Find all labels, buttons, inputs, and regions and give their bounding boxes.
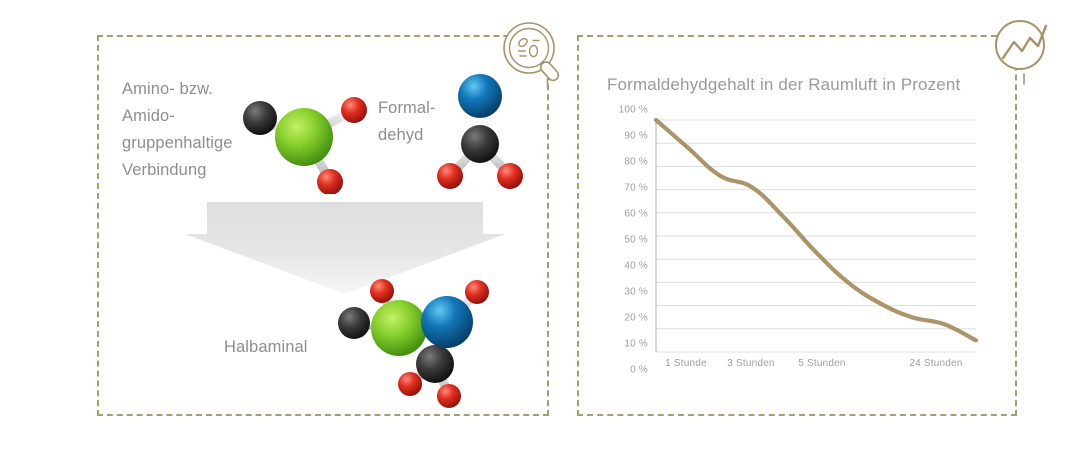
label-amino-line-1: Amino- bzw. xyxy=(122,80,213,98)
y-tick-0: 0 % xyxy=(630,364,648,376)
chart-gridlines xyxy=(656,119,976,353)
molecule-halbaminal xyxy=(325,272,515,408)
y-tick-40: 40 % xyxy=(624,260,648,272)
y-tick-60: 60 % xyxy=(624,208,648,220)
chart-plot-area xyxy=(653,117,979,353)
chart-series-line xyxy=(653,117,979,343)
label-amino-line-2: Amido- xyxy=(122,107,175,125)
y-tick-30: 30 % xyxy=(624,286,648,298)
panel-reaction-scheme xyxy=(97,35,549,416)
magnifier-molecule-icon xyxy=(498,18,570,90)
label-amino-line-4: Verbindung xyxy=(122,161,207,179)
line-chart-circle-icon xyxy=(988,14,1060,86)
y-tick-70: 70 % xyxy=(624,182,648,194)
chart-y-axis: 100 % 90 % 80 % 70 % 60 % 50 % 40 % 30 %… xyxy=(600,105,648,376)
panel-chart xyxy=(577,35,1017,416)
chart-title: Formaldehydgehalt in der Raumluft in Pro… xyxy=(607,75,961,94)
y-tick-10: 10 % xyxy=(624,338,648,350)
y-tick-80: 80 % xyxy=(624,156,648,168)
x-tick-1-stunde: 1 Stunde xyxy=(665,358,707,369)
molecule-amino-compound xyxy=(232,82,372,195)
y-tick-20: 20 % xyxy=(624,312,648,324)
label-formaldehyde: Formal- dehyd xyxy=(378,95,468,149)
x-tick-5-stunden: 5 Stunden xyxy=(798,358,846,369)
x-tick-3-stunden: 3 Stunden xyxy=(727,358,775,369)
label-formaldehyde-line-1: Formal- xyxy=(378,99,436,117)
x-tick-24-stunden: 24 Stunden xyxy=(909,358,963,369)
label-amino-compound: Amino- bzw. Amido- gruppenhaltige Verbin… xyxy=(122,76,297,184)
chart-x-axis: 1 Stunde 3 Stunden 5 Stunden 24 Stunden xyxy=(0,358,1080,378)
label-formaldehyde-line-2: dehyd xyxy=(378,126,424,144)
label-halbaminal: Halbaminal xyxy=(224,338,308,356)
molecule-formaldehyde xyxy=(432,68,528,192)
y-tick-90: 90 % xyxy=(624,130,648,142)
reaction-arrow-icon xyxy=(185,202,505,294)
label-amino-line-3: gruppenhaltige xyxy=(122,134,233,152)
y-tick-50: 50 % xyxy=(624,234,648,246)
y-tick-100: 100 % xyxy=(618,104,648,116)
